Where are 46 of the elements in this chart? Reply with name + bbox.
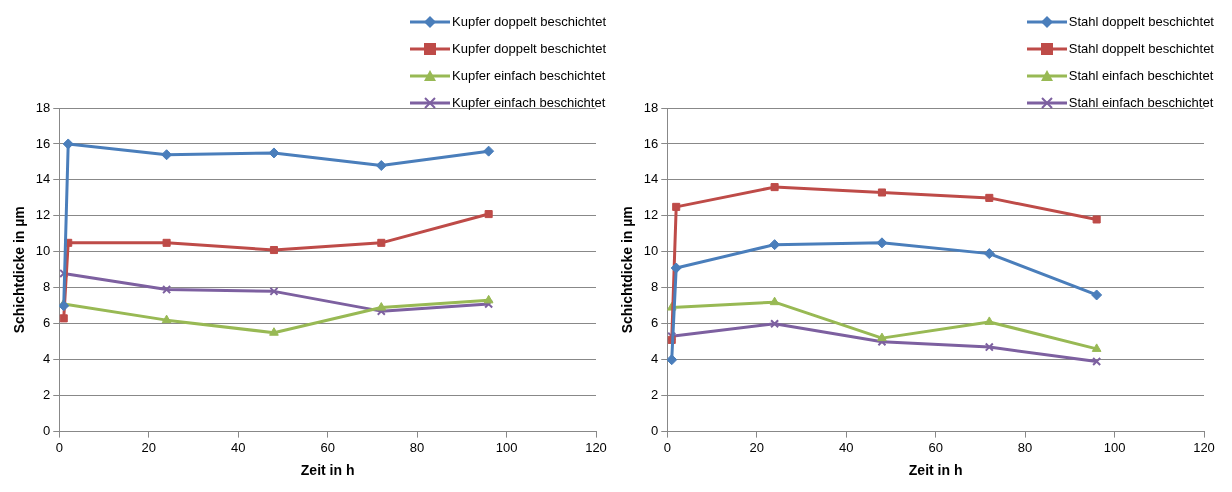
y-tick-label: 6 xyxy=(651,315,659,331)
x-tick-label: 100 xyxy=(1103,439,1126,455)
y-tick-label: 4 xyxy=(43,351,51,367)
legend-label: Kupfer einfach beschichtet xyxy=(452,68,606,83)
y-tick-label: 2 xyxy=(43,387,51,403)
y-tick-label: 14 xyxy=(643,171,659,187)
x-tick-label: 120 xyxy=(585,439,607,455)
y-tick-label: 14 xyxy=(35,171,51,187)
y-tick-label: 18 xyxy=(643,99,659,115)
x-tick-label: 120 xyxy=(1193,439,1215,455)
legend-label: Stahl einfach beschichtet xyxy=(1068,68,1214,83)
x-tick-label: 20 xyxy=(749,439,764,455)
x-tick-label: 80 xyxy=(409,439,425,455)
y-tick-label: 12 xyxy=(643,207,659,223)
legend-label: Kupfer doppelt beschichtet xyxy=(452,14,606,29)
y-tick-label: 0 xyxy=(651,423,659,439)
y-tick-label: 8 xyxy=(43,279,51,295)
x-axis-title: Zeit in h xyxy=(300,462,355,479)
x-tick-label: 60 xyxy=(928,439,943,455)
legend-label: Stahl doppelt beschichtet xyxy=(1068,14,1214,29)
x-tick-label: 40 xyxy=(230,439,246,455)
y-tick-label: 10 xyxy=(35,243,51,259)
x-tick-label: 20 xyxy=(141,439,156,455)
x-tick-label: 0 xyxy=(55,439,63,455)
y-tick-label: 16 xyxy=(35,135,51,151)
y-axis-title: Schichtdicke in µm xyxy=(619,206,636,334)
x-tick-label: 100 xyxy=(495,439,518,455)
legend-label: Stahl doppelt beschichtet xyxy=(1068,41,1214,56)
y-tick-label: 18 xyxy=(35,99,51,115)
y-tick-label: 10 xyxy=(643,243,659,259)
y-tick-label: 6 xyxy=(43,315,51,331)
x-tick-label: 60 xyxy=(320,439,335,455)
x-tick-label: 40 xyxy=(838,439,854,455)
legend-label: Kupfer doppelt beschichtet xyxy=(452,41,606,56)
x-tick-label: 0 xyxy=(663,439,671,455)
x-axis-title: Zeit in h xyxy=(908,462,963,479)
y-tick-label: 0 xyxy=(43,423,51,439)
y-tick-label: 4 xyxy=(651,351,659,367)
legend-label: Kupfer einfach beschichtet xyxy=(452,95,606,110)
y-tick-label: 8 xyxy=(651,279,659,295)
y-axis-title: Schichtdicke in µm xyxy=(11,206,28,334)
y-tick-label: 2 xyxy=(651,387,659,403)
y-tick-label: 12 xyxy=(35,207,51,223)
legend-label: Stahl einfach beschichtet xyxy=(1068,95,1214,110)
y-tick-label: 16 xyxy=(643,135,659,151)
x-tick-label: 80 xyxy=(1017,439,1033,455)
